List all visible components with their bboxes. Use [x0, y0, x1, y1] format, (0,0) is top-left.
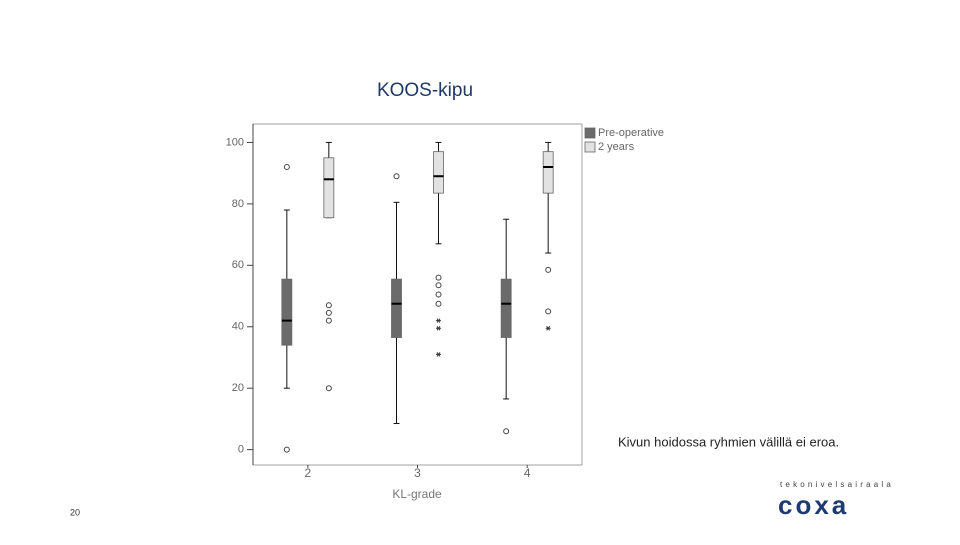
extreme — [436, 325, 441, 331]
page-number: 20 — [70, 507, 80, 517]
y-tick-label: 0 — [238, 444, 244, 456]
x-tick-label: 3 — [414, 466, 421, 480]
outlier — [325, 302, 332, 309]
outlier — [435, 274, 442, 281]
x-tick-label: 2 — [304, 466, 311, 480]
legend-label: 2 years — [598, 141, 635, 153]
outlier — [393, 173, 400, 180]
box — [433, 151, 444, 194]
extreme — [436, 352, 441, 357]
outlier — [545, 266, 552, 273]
box — [391, 278, 402, 338]
box — [500, 278, 512, 338]
logo-name: coxa — [778, 490, 849, 520]
extreme — [436, 318, 441, 323]
annotation: Kivun hoidossa ryhmien välillä ei eroa. — [618, 434, 839, 449]
outlier — [325, 385, 332, 392]
outlier — [545, 308, 552, 315]
outlier — [325, 317, 332, 324]
y-tick-label: 20 — [232, 382, 244, 394]
box — [323, 157, 335, 219]
x-axis-label: KL-grade — [392, 487, 442, 501]
outlier — [435, 300, 442, 307]
outlier — [435, 291, 442, 298]
x-tick-label: 4 — [524, 466, 531, 480]
outlier — [283, 446, 290, 453]
y-tick-label: 80 — [232, 198, 244, 210]
chart-title: KOOS-kipu — [377, 80, 473, 101]
legend-swatch — [584, 141, 596, 153]
chart: 0 20 40 60 80 100 2 3 4 Pre-operative 2 years — [226, 124, 664, 480]
y-tick-label: 60 — [232, 259, 244, 271]
extreme — [545, 325, 551, 331]
logo-tagline: tekonivelsairaala — [780, 480, 894, 489]
outlier — [325, 309, 332, 316]
outlier — [283, 164, 290, 171]
outlier — [435, 282, 442, 289]
y-tick-label: 100 — [226, 136, 244, 148]
legend-swatch — [584, 127, 596, 139]
box — [542, 151, 554, 194]
y-tick-label: 40 — [232, 321, 244, 333]
plot-area — [252, 123, 583, 466]
outlier — [503, 428, 510, 435]
legend-label: Pre-operative — [598, 127, 664, 139]
box — [281, 278, 293, 346]
